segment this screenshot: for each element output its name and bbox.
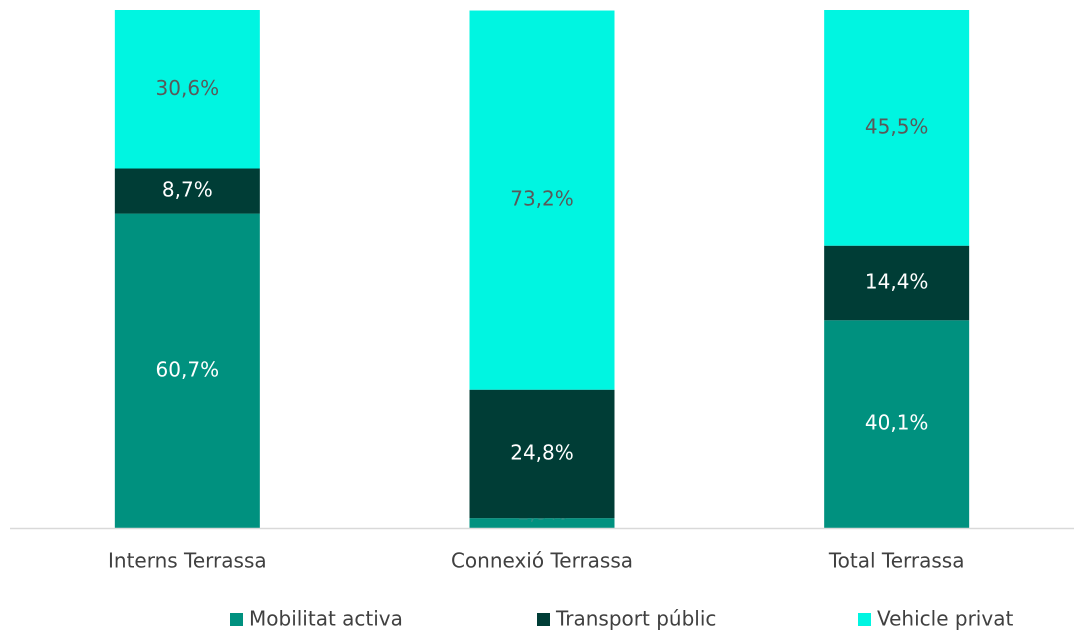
bar-segment <box>824 10 970 246</box>
data-label: 14,4% <box>865 269 929 293</box>
legend-swatch <box>230 613 243 626</box>
data-label: 45,5% <box>865 114 929 138</box>
data-label: 73,2% <box>510 187 574 211</box>
data-label: 24,8% <box>510 440 574 464</box>
bar-segment <box>469 389 615 519</box>
legend-label: Transport públic <box>555 607 716 631</box>
x-tick-label: Interns Terrassa <box>108 549 267 573</box>
data-label: 40,1% <box>865 411 929 435</box>
x-tick-label: Connexió Terrassa <box>451 549 633 573</box>
data-label: 60,7% <box>156 357 220 381</box>
data-label: 8,7% <box>162 178 213 202</box>
data-label: 30,6% <box>156 76 220 100</box>
legend-label: Vehicle privat <box>877 607 1013 631</box>
bar-segment <box>824 320 970 528</box>
bar-segment <box>824 245 970 321</box>
bar-segment <box>114 168 260 214</box>
bar-segment <box>469 10 615 390</box>
bar-segment <box>469 518 615 528</box>
bar-segment <box>114 10 260 169</box>
x-tick-label: Total Terrassa <box>828 549 965 573</box>
legend-label: Mobilitat activa <box>249 607 403 631</box>
legend-swatch <box>537 613 550 626</box>
bar-segment <box>114 213 260 528</box>
legend-swatch <box>858 613 871 626</box>
